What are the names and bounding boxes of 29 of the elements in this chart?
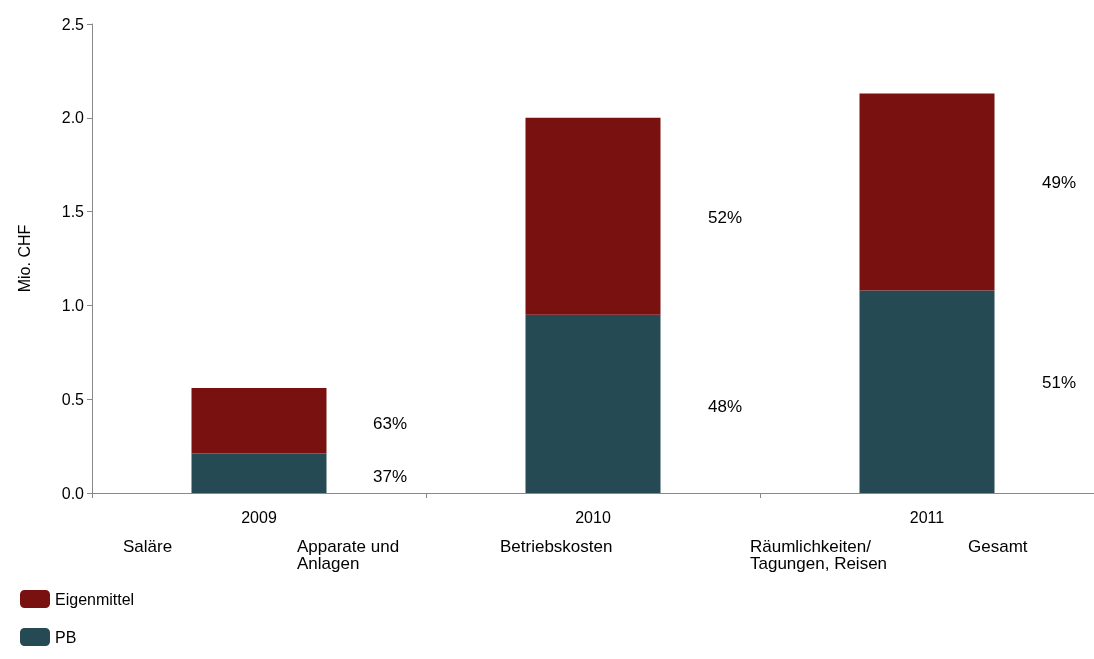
y-tick-label: 0.5 (61, 390, 85, 408)
y-tick-label: 0.0 (61, 484, 85, 502)
annotation: 49% (1042, 173, 1077, 192)
bar (525, 117, 661, 315)
legend-label: Eigenmittel (55, 590, 135, 608)
x-tick-label: 2011 (909, 508, 945, 526)
annotation: 51% (1042, 373, 1077, 392)
text: Betriebskosten (500, 537, 613, 556)
annotation: 52% (708, 208, 743, 227)
legend-label: PB (55, 628, 77, 646)
annotation: 37% (373, 467, 408, 486)
text: Gesamt (968, 537, 1028, 556)
annotation: 48% (708, 397, 743, 416)
y-tick-label: 2.0 (61, 109, 85, 127)
text: Saläre (123, 537, 173, 556)
bar (859, 93, 995, 291)
x-tick-label: 2010 (575, 508, 611, 526)
bar (191, 387, 327, 454)
bar (525, 314, 661, 493)
y-tick-label: 1.0 (61, 296, 85, 314)
x-tick-label: 2009 (241, 508, 277, 526)
bar (859, 290, 995, 493)
y-tick-label: 1.5 (61, 203, 85, 221)
y-tick-label: 2.5 (61, 15, 85, 33)
text: Apparate und Anlagen (297, 537, 404, 573)
bar (191, 453, 327, 493)
annotation: 63% (373, 414, 408, 433)
y-axis-title: Mio. CHF (15, 224, 33, 293)
text: Räumlichkeiten/Tagungen, Reisen (750, 537, 888, 573)
